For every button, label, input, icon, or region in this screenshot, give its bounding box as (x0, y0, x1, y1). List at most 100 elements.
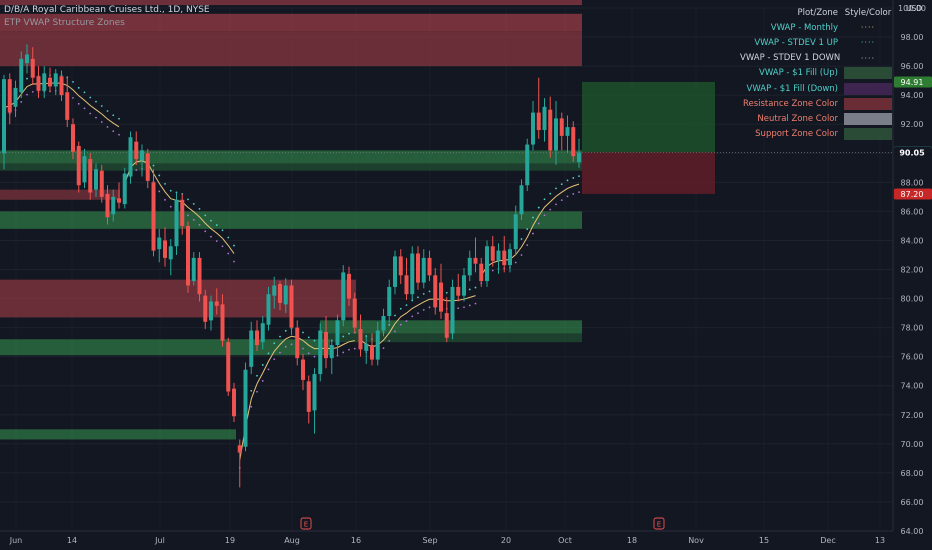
candle-body[interactable] (243, 369, 248, 447)
candle-body[interactable] (278, 284, 282, 303)
candle-body[interactable] (232, 388, 236, 417)
candle-body[interactable] (260, 323, 265, 343)
symbol-title[interactable]: D/B/A Royal Caribbean Cruises Ltd., 1D, … (4, 5, 210, 15)
price-axis[interactable] (893, 0, 932, 550)
candle-body[interactable] (490, 246, 495, 261)
candle-body[interactable] (329, 345, 334, 359)
candle-body[interactable] (479, 263, 484, 282)
candle-body[interactable] (410, 253, 415, 295)
color-swatch[interactable] (844, 82, 892, 95)
long-position-target-zone[interactable] (582, 81, 715, 153)
candle-body[interactable] (99, 170, 104, 197)
candle-body[interactable] (577, 152, 581, 162)
earnings-marker-icon[interactable] (653, 517, 665, 530)
candle-body[interactable] (163, 240, 167, 258)
candle-body[interactable] (508, 249, 512, 266)
candle-body[interactable] (197, 257, 202, 295)
candle-body[interactable] (42, 73, 47, 91)
candle-body[interactable] (203, 295, 208, 322)
long-position-stop-zone[interactable] (582, 152, 715, 194)
candle-body[interactable] (214, 301, 219, 306)
candle-body[interactable] (13, 87, 18, 107)
candle-body[interactable] (554, 118, 558, 151)
candle-body[interactable] (94, 169, 98, 190)
candle-body[interactable] (76, 146, 81, 186)
candle-body[interactable] (19, 58, 24, 93)
candle-body[interactable] (30, 58, 35, 78)
dotted-line-swatch[interactable]: ···· (860, 23, 876, 33)
candle-body[interactable] (117, 198, 121, 203)
candle-body[interactable] (513, 214, 518, 250)
candle-body[interactable] (375, 330, 380, 360)
candle-body[interactable] (312, 374, 317, 411)
candle-body[interactable] (151, 182, 156, 251)
candle-body[interactable] (111, 196, 116, 215)
candle-body[interactable] (462, 275, 466, 296)
candle-body[interactable] (559, 118, 564, 136)
candle-body[interactable] (381, 315, 386, 331)
candle-body[interactable] (427, 257, 432, 276)
candle-body[interactable] (347, 273, 351, 299)
candle-body[interactable] (335, 320, 340, 346)
candle-body[interactable] (536, 112, 541, 131)
candle-body[interactable] (82, 156, 87, 183)
dotted-line-swatch[interactable]: ···· (860, 38, 876, 48)
candle-body[interactable] (255, 330, 259, 346)
candle-body[interactable] (306, 381, 311, 412)
candle-body[interactable] (416, 253, 420, 283)
candle-body[interactable] (191, 257, 196, 282)
candle-body[interactable] (283, 285, 288, 305)
candle-body[interactable] (48, 77, 52, 87)
candle-body[interactable] (128, 137, 133, 177)
candle-body[interactable] (209, 301, 213, 321)
candle-body[interactable] (404, 275, 409, 295)
candle-body[interactable] (157, 237, 162, 250)
candle-body[interactable] (341, 272, 346, 321)
candle-body[interactable] (387, 286, 392, 316)
candle-body[interactable] (65, 92, 70, 120)
candle-body[interactable] (237, 445, 242, 453)
candle-body[interactable] (226, 342, 231, 392)
candle-body[interactable] (421, 257, 426, 283)
candle-body[interactable] (122, 173, 127, 205)
candle-body[interactable] (519, 185, 524, 215)
candle-body[interactable] (364, 343, 369, 351)
candle-body[interactable] (25, 54, 29, 64)
candle-body[interactable] (318, 330, 323, 375)
candle-body[interactable] (249, 330, 254, 367)
candle-body[interactable] (53, 73, 58, 87)
candle-body[interactable] (531, 112, 535, 145)
indicator-name[interactable]: ETP VWAP Structure Zones (4, 18, 125, 28)
candle-body[interactable] (525, 144, 530, 186)
candle-body[interactable] (433, 275, 438, 308)
candle-body[interactable] (168, 246, 173, 260)
candle-body[interactable] (7, 79, 12, 113)
candle-body[interactable] (485, 246, 489, 282)
candle-body[interactable] (398, 256, 403, 276)
candle-body[interactable] (71, 124, 75, 152)
candle-body[interactable] (180, 199, 185, 226)
candle-body[interactable] (134, 141, 139, 160)
candle-body[interactable] (352, 298, 357, 328)
candle-body[interactable] (444, 313, 449, 338)
candle-body[interactable] (289, 285, 294, 328)
candle-body[interactable] (548, 109, 553, 151)
color-swatch[interactable] (844, 67, 892, 80)
candle-body[interactable] (393, 256, 397, 287)
candle-body[interactable] (439, 282, 443, 312)
color-swatch[interactable] (844, 97, 892, 110)
candle-body[interactable] (473, 257, 478, 264)
earnings-marker-icon[interactable] (300, 517, 312, 530)
candle-body[interactable] (220, 304, 225, 341)
candle-body[interactable] (565, 127, 570, 136)
candle-body[interactable] (145, 153, 150, 181)
color-swatch[interactable] (844, 112, 892, 125)
candle-body[interactable] (502, 250, 507, 266)
candle-body[interactable] (450, 286, 455, 334)
candle-body[interactable] (272, 285, 277, 296)
candle-body[interactable] (467, 257, 472, 276)
candle-body[interactable] (496, 250, 501, 261)
candle-body[interactable] (301, 359, 305, 380)
candle-body[interactable] (174, 199, 179, 247)
